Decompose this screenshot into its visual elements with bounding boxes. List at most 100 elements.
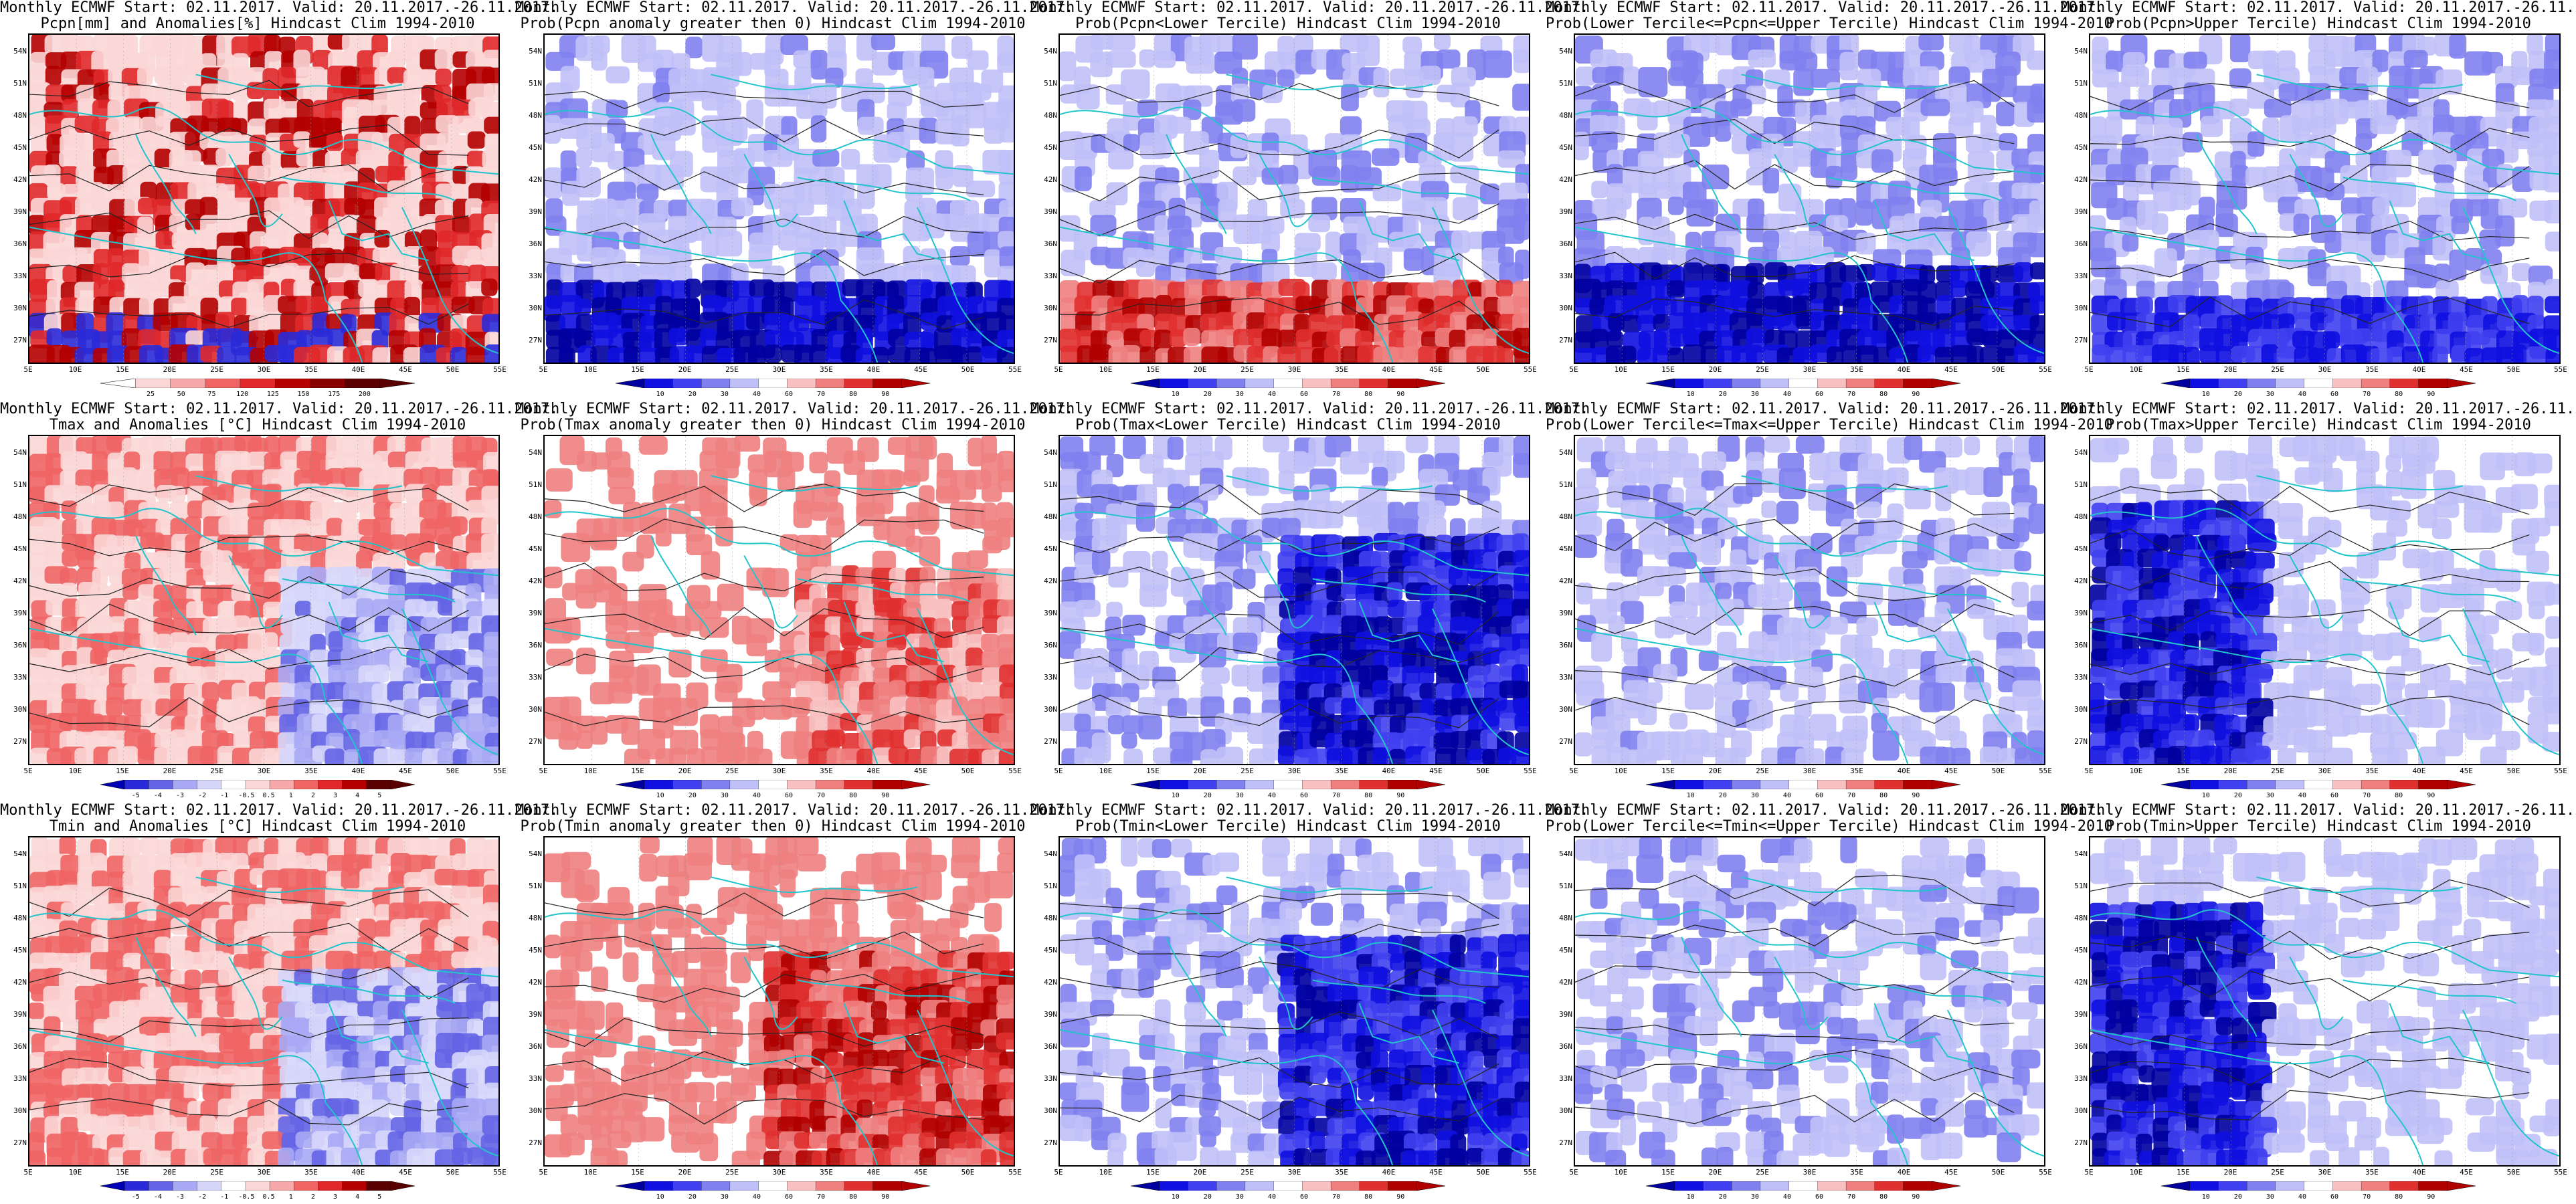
longitude-label: 55E (1524, 365, 1537, 374)
shaded-cell (482, 314, 498, 333)
shaded-cell (639, 436, 668, 455)
colorbar-tick: 40 (2298, 391, 2306, 398)
latitude-label: 36N (529, 641, 542, 649)
shaded-cell (606, 631, 630, 649)
shaded-cell (1669, 601, 1698, 618)
shaded-cell (577, 232, 595, 262)
coastline (195, 475, 403, 492)
shaded-cell (903, 470, 921, 487)
shaded-cell (558, 731, 579, 750)
latitude-label: 51N (2074, 79, 2088, 88)
shaded-cell (668, 114, 696, 136)
map-canvas (29, 35, 498, 363)
coastline (797, 177, 971, 201)
shaded-cell (1715, 114, 1732, 142)
shaded-cell (2432, 346, 2448, 363)
shaded-cell (1637, 150, 1664, 171)
latitude-label: 30N (1044, 705, 1057, 714)
shaded-cell (686, 748, 705, 764)
shaded-cell (2403, 49, 2428, 68)
colorbar-tick: 80 (2395, 391, 2403, 398)
panel-header: Monthly ECMWF Start: 02.11.2017. Valid: … (0, 0, 559, 16)
shaded-cell (2389, 500, 2411, 520)
shaded-cell (76, 437, 97, 454)
shaded-cell (1591, 131, 1618, 153)
shaded-cell (1855, 345, 1879, 363)
shaded-cell (1745, 263, 1764, 285)
latitude-label: 33N (1044, 272, 1057, 280)
shaded-cell (2433, 501, 2460, 518)
shaded-cell (1857, 264, 1876, 281)
latitude-label: 30N (2074, 304, 2088, 312)
shaded-cell (2495, 601, 2522, 620)
shaded-cell (452, 215, 471, 235)
contour-line (29, 210, 469, 239)
contour-line (1060, 170, 1499, 201)
coastline (743, 154, 798, 227)
shaded-cell (1075, 166, 1092, 191)
latitude-label: 36N (529, 239, 542, 248)
shaded-cell (560, 262, 578, 282)
shaded-cell (139, 631, 159, 648)
shaded-cell (1966, 328, 1986, 346)
colorbar-segment (758, 780, 788, 789)
shaded-cell (1420, 747, 1437, 764)
coastline (843, 200, 944, 262)
shaded-cell (825, 68, 844, 88)
colorbar-segment (197, 780, 222, 789)
longitude-label: 40E (1897, 365, 1911, 374)
map-canvas (1060, 436, 1529, 764)
latitude-label: 33N (1559, 673, 1572, 682)
shaded-cell (764, 183, 782, 209)
panel-subtitle: Prob(Tmax anomaly greater then 0) Hindca… (520, 417, 1026, 433)
latitude-label: 54N (13, 448, 27, 457)
shaded-cell (1949, 280, 1967, 298)
longitude-label: 40E (866, 365, 881, 374)
longitude-label: 55E (493, 365, 507, 374)
longitude-label: 15E (1661, 365, 1675, 374)
shaded-cell (1405, 69, 1424, 98)
latitude-label: 48N (1044, 512, 1057, 521)
shaded-cell (1792, 246, 1812, 268)
contour-line (29, 569, 469, 599)
contour-line (545, 215, 984, 243)
shaded-cell (965, 647, 984, 672)
shaded-cell (1902, 148, 1926, 171)
colorbar-segment (1216, 379, 1246, 388)
longitude-label: 35E (1335, 365, 1348, 374)
latitude-label: 42N (1559, 577, 1572, 585)
shaded-cell (1325, 500, 1344, 528)
shaded-cell (435, 68, 452, 87)
shaded-cell (1983, 467, 2003, 498)
shaded-cell (1293, 453, 1315, 472)
shaded-cell (2264, 98, 2292, 118)
shaded-cell (763, 344, 782, 363)
shaded-cell (1888, 599, 1908, 626)
shaded-cell (186, 569, 206, 589)
shaded-cell (2544, 199, 2559, 223)
shaded-cell (2262, 117, 2280, 146)
shaded-cell (686, 534, 713, 555)
shaded-cell (2247, 131, 2265, 157)
longitude-label: 40E (1897, 767, 1911, 775)
shaded-cell (1168, 484, 1184, 504)
colorbar-tick: 20 (1203, 792, 1212, 799)
shaded-cell (484, 344, 498, 363)
coastline (1575, 226, 1872, 300)
shaded-cell (777, 468, 796, 492)
shaded-cell (1107, 715, 1125, 734)
shaded-cell (1841, 748, 1864, 764)
coastline (797, 578, 971, 603)
longitude-label: 25E (1240, 365, 1254, 374)
latitude-label: 30N (1559, 304, 1572, 312)
latitude-label: 39N (1559, 609, 1572, 617)
shaded-cell (999, 730, 1014, 755)
coastline (545, 627, 842, 702)
shaded-cell (2497, 313, 2517, 331)
contour-line (2090, 296, 2530, 328)
latitude-label: 48N (1044, 111, 1057, 120)
colorbar-arrow-right (390, 780, 415, 789)
shaded-cell (2325, 183, 2345, 201)
shaded-cell (1076, 84, 1100, 110)
shaded-cell (906, 150, 925, 171)
